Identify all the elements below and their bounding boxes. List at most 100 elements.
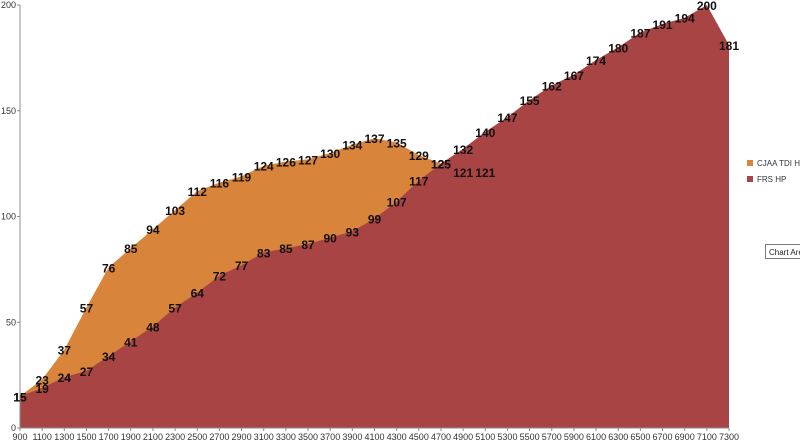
data-label-series-0: 15 — [13, 390, 27, 404]
data-label-series-1: 107 — [387, 196, 407, 210]
data-label-series-0: 132 — [453, 143, 473, 157]
data-label-series-1: 174 — [586, 54, 606, 68]
y-tick-label: 200 — [1, 0, 16, 10]
x-tick-label: 2100 — [143, 432, 163, 442]
data-label-series-0: 76 — [102, 261, 116, 275]
data-label-series-0: 135 — [387, 136, 407, 150]
data-label-series-1: 57 — [168, 301, 182, 315]
data-label-series-1: 64 — [191, 287, 205, 301]
x-tick-label: 2500 — [187, 432, 207, 442]
data-label-series-0: 116 — [210, 177, 230, 191]
legend: CJAA TDI HP FRS HP — [747, 155, 800, 187]
data-label-series-1: 93 — [346, 225, 360, 239]
x-tick-label: 3900 — [342, 432, 362, 442]
data-label-series-0: 130 — [320, 147, 340, 161]
data-label-series-1: 83 — [257, 246, 271, 260]
data-label-series-1: 87 — [301, 238, 315, 252]
area-series-1[interactable] — [20, 5, 729, 428]
legend-swatch-cjaa — [747, 160, 753, 166]
plot-areas — [20, 5, 729, 428]
data-label-series-0: 134 — [342, 139, 362, 153]
x-tick-label: 4700 — [431, 432, 451, 442]
data-label-series-1: 41 — [124, 335, 138, 349]
data-label-series-1: 117 — [409, 175, 429, 189]
data-label-series-0: 57 — [80, 301, 94, 315]
data-label-series-0: 127 — [298, 153, 318, 167]
data-label-series-1: 180 — [608, 41, 628, 55]
data-label-series-1: 194 — [675, 12, 695, 26]
data-label-series-1: 48 — [146, 320, 160, 334]
x-tick-label: 2900 — [232, 432, 252, 442]
data-label-series-1: 121 — [453, 166, 473, 180]
x-tick-label: 3700 — [320, 432, 340, 442]
data-label-series-1: 200 — [697, 0, 717, 13]
data-label-series-0: 124 — [254, 160, 274, 174]
legend-item-frs: FRS HP — [747, 171, 800, 187]
data-label-series-1: 15 — [13, 390, 27, 404]
data-label-series-1: 27 — [80, 365, 94, 379]
x-tick-label: 5100 — [475, 432, 495, 442]
data-label-series-1: 191 — [653, 18, 673, 32]
y-axis: 0 50 100 150 200 — [1, 0, 21, 433]
x-tick-label: 900 — [12, 432, 27, 442]
data-label-series-0: 103 — [165, 204, 185, 218]
data-label-series-1: 99 — [368, 213, 382, 227]
x-tick-label: 7100 — [697, 432, 717, 442]
data-label-series-1: 85 — [279, 242, 293, 256]
data-label-series-1: 181 — [719, 39, 739, 53]
y-tick-label: 150 — [1, 106, 16, 116]
x-tick-label: 1500 — [76, 432, 96, 442]
data-label-series-1: 19 — [35, 382, 49, 396]
x-tick-label: 7300 — [719, 432, 739, 442]
legend-label-frs: FRS HP — [757, 174, 787, 184]
data-label-series-0: 85 — [124, 242, 138, 256]
data-label-series-1: 90 — [324, 232, 338, 246]
data-label-series-0: 37 — [58, 344, 72, 358]
x-tick-label: 3100 — [254, 432, 274, 442]
x-tick-label: 1900 — [121, 432, 141, 442]
x-tick-label: 1700 — [99, 432, 119, 442]
x-tick-label: 2300 — [165, 432, 185, 442]
x-tick-label: 5500 — [520, 432, 540, 442]
data-label-series-1: 125 — [431, 158, 451, 172]
data-label-series-0: 137 — [364, 132, 384, 146]
x-tick-label: 4500 — [409, 432, 429, 442]
x-tick-label: 4300 — [387, 432, 407, 442]
x-tick-label: 1300 — [54, 432, 74, 442]
x-tick-label: 6900 — [675, 432, 695, 442]
x-tick-label: 3500 — [298, 432, 318, 442]
x-tick-label: 3300 — [276, 432, 296, 442]
data-label-series-0: 126 — [276, 156, 296, 170]
data-label-series-0: 140 — [475, 126, 495, 140]
data-label-series-1: 121 — [475, 166, 495, 180]
x-tick-label: 6500 — [630, 432, 650, 442]
data-label-series-1: 77 — [235, 259, 249, 273]
data-label-series-1: 155 — [520, 94, 540, 108]
x-tick-label: 4900 — [453, 432, 473, 442]
x-tick-label: 5900 — [564, 432, 584, 442]
x-tick-label: 1100 — [32, 432, 51, 442]
x-axis: 900 1100 1300 1500 1700 1900 2100 2300 2500 2700 2… — [12, 427, 739, 442]
data-label-series-1: 187 — [630, 26, 650, 40]
x-tick-label: 4100 — [364, 432, 384, 442]
data-label-series-0: 23 — [35, 373, 49, 387]
x-tick-label: 6300 — [608, 432, 628, 442]
data-label-series-1: 24 — [58, 371, 72, 385]
y-tick-label: 100 — [1, 212, 16, 222]
y-tick-label: 50 — [6, 317, 16, 327]
data-label-series-0: 119 — [232, 170, 252, 184]
data-label-series-0: 129 — [409, 149, 429, 163]
data-label-series-0: 94 — [146, 223, 160, 237]
chart-area-tooltip: Chart Area — [765, 244, 800, 259]
data-label-series-1: 34 — [102, 350, 116, 364]
data-label-series-1: 167 — [564, 69, 584, 83]
legend-label-cjaa: CJAA TDI HP — [757, 158, 800, 168]
x-tick-label: 2700 — [209, 432, 229, 442]
legend-swatch-frs — [747, 176, 753, 182]
data-label-series-1: 72 — [213, 270, 227, 284]
x-tick-label: 5300 — [497, 432, 517, 442]
legend-item-cjaa: CJAA TDI HP — [747, 155, 800, 171]
data-label-series-0: 112 — [188, 185, 208, 199]
data-label-series-1: 147 — [497, 111, 517, 125]
